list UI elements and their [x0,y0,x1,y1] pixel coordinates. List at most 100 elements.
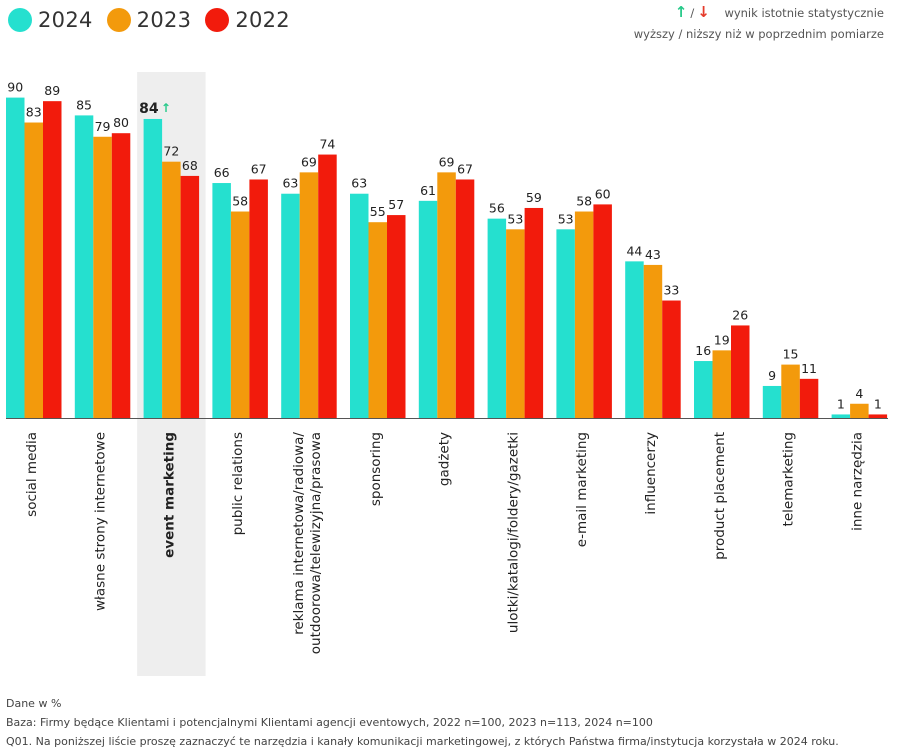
data-label-influencerzy-2022: 33 [663,283,679,298]
category-label-inne-narz-dzia: inne narzędzia [849,432,865,531]
data-label-telemarketing-2024: 9 [768,368,776,383]
bar-product-placement-2022 [731,325,750,418]
data-label-telemarketing-2023: 15 [783,347,799,362]
data-label-gad-ety-2024: 61 [420,183,436,198]
significance-up-icon: ↑ [161,101,171,115]
category-label-product-placement: product placement [712,432,728,560]
data-label-social-media-2022: 89 [44,83,60,98]
data-label-ulotki-katalogi-foldery-gazetki-2022: 59 [526,190,542,205]
data-label-social-media-2023: 83 [26,105,42,120]
data-label-product-placement-2022: 26 [732,307,748,322]
data-label-event-marketing-2024: 84 [139,101,159,117]
significance-note-text-2: wyższy / niższy niż w poprzednim pomiarz… [633,27,884,41]
legend-item-2023: 2023 [106,8,192,32]
category-label-public-relations: public relations [230,432,246,535]
legend-swatch-2023 [106,8,131,32]
data-label-reklama-internetowa-radiowa-outdoorowa-telewizyjna-prasowa-2024: 63 [282,176,298,191]
data-label-public-relations-2022: 67 [251,161,267,176]
data-label-public-relations-2024: 66 [214,165,230,180]
bar-event-marketing-2023 [162,161,181,418]
significance-note-line-1: ↑ / ↓ wynik istotnie statystycznie [634,2,884,24]
data-label-e-mail-marketing-2022: 60 [595,186,611,201]
bar-inne-narz-dzia-2023 [850,403,869,418]
data-label-sponsoring-2022: 57 [388,197,404,212]
category-label-ulotki-katalogi-foldery-gazetki: ulotki/katalogi/foldery/gazetki [505,432,521,633]
bar-public-relations-2023 [230,211,250,418]
bar-gad-ety-2023 [437,172,456,418]
bar-social-media-2023 [24,122,43,419]
bar-public-relations-2022 [249,179,268,418]
bar-influencerzy-2023 [643,264,663,418]
data-label-e-mail-marketing-2024: 53 [558,211,574,226]
data-label-reklama-internetowa-radiowa-outdoorowa-telewizyjna-prasowa-2023: 69 [301,154,317,169]
legend-swatch-2024 [8,8,32,32]
bar-ulotki-katalogi-foldery-gazetki-2022 [524,207,544,418]
data-label-inne-narz-dzia-2023: 4 [855,386,863,401]
bar-e-mail-marketing-2024 [556,229,575,418]
bar-inne-narz-dzia-2022 [868,414,888,418]
arrow-up-icon: ↑ [674,3,688,21]
bar-event-marketing-2022 [180,175,200,418]
bar-telemarketing-2023 [781,364,800,418]
bar-influencerzy-2022 [662,300,681,418]
data-label-w-asne-strony-internetowe-2024: 85 [76,97,92,112]
bar-telemarketing-2022 [799,378,819,418]
bar-e-mail-marketing-2023 [574,211,594,418]
data-label-ulotki-katalogi-foldery-gazetki-2023: 53 [507,211,523,226]
data-label-event-marketing-2022: 68 [182,158,198,173]
footer-question: Q01. Na poniższej liście proszę zaznaczy… [6,735,839,748]
legend-item-2024: 2024 [8,8,93,32]
category-label-telemarketing: telemarketing [781,432,797,526]
bar-product-placement-2024 [694,361,713,418]
bar-inne-narz-dzia-2024 [831,414,851,418]
legend-label-2024: 2024 [38,8,93,32]
category-label-social-media: social media [24,432,40,517]
data-label-telemarketing-2022: 11 [801,361,817,376]
bar-reklama-internetowa-radiowa-outdoorowa-telewizyjna-prasowa-2024 [281,193,300,418]
data-label-product-placement-2024: 16 [695,343,711,358]
bar-gad-ety-2022 [455,179,475,418]
data-label-event-marketing-2023: 72 [163,144,179,159]
data-label-gad-ety-2022: 67 [457,161,473,176]
data-label-gad-ety-2023: 69 [439,154,455,169]
data-label-reklama-internetowa-radiowa-outdoorowa-telewizyjna-prasowa-2022: 74 [319,137,335,152]
bar-w-asne-strony-internetowe-2024 [74,115,94,419]
bar-social-media-2024 [6,97,25,418]
arrow-down-icon: ↓ [697,3,710,21]
bar-sponsoring-2022 [387,215,406,418]
data-label-social-media-2024: 90 [7,80,23,95]
data-label-inne-narz-dzia-2022: 1 [874,396,882,411]
category-label-w-asne-strony-internetowe: własne strony internetowe [93,432,109,611]
category-label-reklama-internetowa-radiowa-outdoorowa-telewizyjna-prasowa: reklama internetowa/radiowa/outdoorowa/t… [291,432,324,655]
footer-data-unit: Dane w % [6,697,62,710]
bar-reklama-internetowa-radiowa-outdoorowa-telewizyjna-prasowa-2023 [299,172,319,418]
bar-product-placement-2023 [712,350,731,418]
data-label-influencerzy-2024: 44 [626,243,642,258]
significance-note: ↑ / ↓ wynik istotnie statystycznie wyższy … [634,2,884,45]
data-label-w-asne-strony-internetowe-2023: 79 [95,119,111,134]
bar-gad-ety-2024 [418,200,438,418]
bar-influencerzy-2024 [625,261,644,418]
data-label-ulotki-katalogi-foldery-gazetki-2024: 56 [489,201,505,216]
data-label-w-asne-strony-internetowe-2022: 80 [113,115,129,130]
data-label-inne-narz-dzia-2024: 1 [837,396,845,411]
data-label-product-placement-2023: 19 [714,332,730,347]
bar-social-media-2022 [43,101,62,418]
legend-item-2022: 2022 [205,8,290,32]
legend-label-2023: 2023 [136,8,192,32]
data-label-sponsoring-2023: 55 [370,204,386,219]
data-label-sponsoring-2024: 63 [351,176,367,191]
data-label-public-relations-2023: 58 [232,194,248,209]
bar-w-asne-strony-internetowe-2022 [111,133,131,418]
legend-swatch-2022 [205,8,230,32]
footer-base: Baza: Firmy będące Klientami i potencjal… [6,716,653,729]
bar-sponsoring-2023 [368,222,387,418]
arrow-separator: / [690,6,695,20]
category-label-e-mail-marketing: e-mail marketing [574,432,590,547]
bar-ulotki-katalogi-foldery-gazetki-2024 [487,218,507,418]
category-label-event-marketing: event marketing [161,432,177,558]
bar-sponsoring-2024 [350,193,369,418]
legend-label-2022: 2022 [235,8,290,32]
bar-w-asne-strony-internetowe-2023 [93,136,112,418]
